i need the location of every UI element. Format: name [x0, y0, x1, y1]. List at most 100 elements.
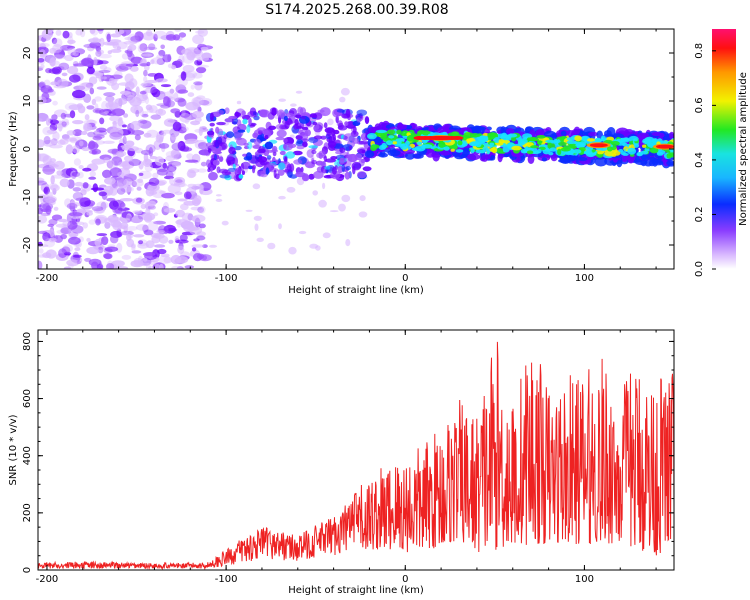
- noise-blob: [51, 37, 58, 44]
- noise-blob: [98, 76, 108, 80]
- noise-blob: [192, 97, 202, 107]
- noise-blob: [108, 39, 122, 43]
- band-blob: [536, 149, 542, 154]
- noise-blob: [109, 77, 115, 84]
- noise-blob: [147, 205, 156, 210]
- noise-blob: [130, 120, 142, 131]
- y-tick-label: 0: [22, 567, 33, 573]
- band-blob: [368, 126, 379, 133]
- noise-blob: [107, 50, 113, 55]
- signal-blob: [241, 110, 246, 116]
- band-blob: [380, 133, 387, 140]
- signal-blob: [296, 145, 305, 150]
- noise-blob: [69, 212, 83, 217]
- noise-blob: [38, 82, 46, 91]
- noise-blob: [106, 33, 111, 43]
- noise-blob: [139, 43, 148, 52]
- signal-blob: [346, 151, 350, 159]
- signal-blob: [207, 148, 212, 153]
- noise-blob: [99, 117, 105, 125]
- noise-blob: [96, 86, 107, 90]
- band-blob: [649, 155, 656, 163]
- noise-blob: [165, 170, 174, 179]
- noise-blob: [123, 178, 133, 188]
- signal-blob: [218, 168, 229, 174]
- noise-blob: [110, 33, 122, 38]
- signal-blob: [345, 166, 351, 171]
- signal-blob: [323, 155, 328, 163]
- noise-blob: [180, 71, 187, 81]
- noise-blob: [176, 266, 184, 269]
- band-blob: [642, 144, 647, 148]
- signal-blob: [275, 173, 280, 180]
- noise-blob: [82, 123, 90, 132]
- noise-blob: [38, 204, 42, 208]
- noise-blob: [131, 129, 145, 136]
- noise-blob: [63, 266, 72, 269]
- noise-blob: [91, 98, 97, 106]
- noise-blob: [53, 206, 59, 211]
- signal-blob: [242, 114, 251, 120]
- signal-blob: [327, 140, 337, 148]
- noise-blob: [175, 179, 183, 183]
- noise-blob: [150, 86, 158, 96]
- band-blob: [416, 141, 423, 146]
- noise-blob: [89, 87, 95, 95]
- band-blob: [421, 144, 433, 149]
- noise-blob: [89, 171, 97, 177]
- signal-blob: [228, 146, 236, 155]
- signal-blob: [315, 160, 324, 166]
- noise-blob: [95, 207, 105, 214]
- x-tick-label: -100: [215, 273, 238, 284]
- noise-blob: [63, 113, 76, 118]
- x-tick-label: -200: [36, 273, 59, 284]
- signal-blob: [283, 143, 293, 151]
- signal-blob: [341, 163, 345, 173]
- noise-blob: [82, 182, 89, 189]
- noise-blob: [278, 195, 286, 200]
- noise-blob: [42, 203, 54, 210]
- noise-blob: [104, 246, 119, 252]
- noise-blob: [80, 29, 86, 38]
- peak-core: [656, 144, 674, 149]
- noise-blob: [88, 76, 98, 85]
- band-blob: [466, 138, 473, 142]
- band-blob: [455, 149, 464, 153]
- noise-blob: [190, 84, 195, 90]
- signal-blob: [237, 129, 246, 133]
- band-blob: [496, 147, 504, 154]
- noise-blob: [38, 139, 45, 148]
- noise-blob: [83, 93, 92, 104]
- noise-blob: [172, 121, 182, 132]
- noise-blob: [202, 244, 208, 249]
- signal-blob: [260, 133, 265, 140]
- noise-blob: [98, 69, 111, 74]
- noise-blob: [298, 230, 307, 235]
- noise-blob: [98, 191, 108, 197]
- noise-blob: [128, 44, 137, 51]
- y-tick-label: 20: [22, 47, 33, 60]
- noise-blob: [102, 140, 115, 144]
- noise-blob: [38, 96, 47, 105]
- signal-blob: [209, 122, 215, 127]
- noise-blob: [38, 180, 47, 186]
- signal-blob: [227, 167, 237, 172]
- signal-blob: [337, 125, 348, 131]
- noise-blob: [119, 202, 126, 208]
- noise-blob: [177, 245, 185, 254]
- signal-blob: [266, 162, 277, 168]
- noise-blob: [103, 253, 113, 260]
- noise-blob: [124, 155, 133, 162]
- noise-blob: [53, 160, 65, 170]
- noise-blob: [171, 161, 181, 167]
- noise-blob: [94, 129, 100, 134]
- noise-blob: [120, 230, 134, 236]
- noise-blob: [186, 169, 196, 179]
- noise-blob: [138, 160, 144, 170]
- noise-blob: [65, 144, 74, 155]
- noise-blob: [140, 149, 152, 156]
- band-blob: [622, 137, 630, 143]
- noise-blob: [54, 49, 66, 59]
